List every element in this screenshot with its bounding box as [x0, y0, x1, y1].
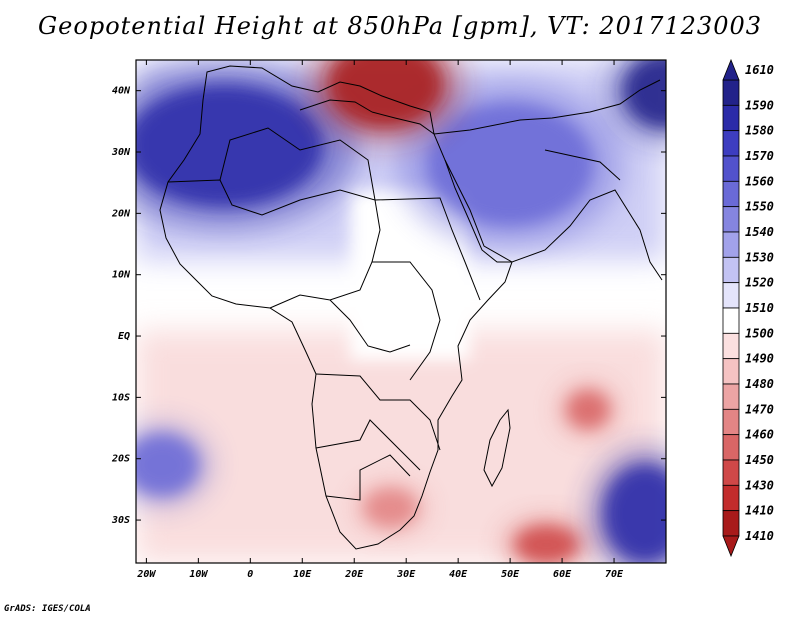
colorbar-label: 1460 — [745, 428, 774, 442]
colorbar-swatch — [722, 484, 740, 512]
colorbar: 1590 1580 1570 1560 1550 1540 1530 1520 1510 1500… — [722, 58, 774, 558]
lat-tick-label: 10S — [112, 392, 130, 403]
lat-tick-label: 10N — [112, 270, 131, 281]
colorbar-swatch — [722, 104, 740, 132]
plot-frame — [135, 59, 667, 564]
colorbar-label: 1530 — [745, 250, 774, 264]
colorbar-swatch — [722, 459, 740, 486]
colorbar-bottom-arrow — [722, 535, 740, 558]
colorbar-swatch — [722, 332, 740, 360]
colorbar-swatch — [722, 358, 740, 385]
colorbar-swatch — [722, 206, 740, 233]
high-south-atlantic — [136, 434, 199, 496]
lon-tick-label: 70E — [605, 569, 624, 580]
colorbar-label: 1470 — [745, 402, 774, 416]
low-southern-africa — [364, 489, 417, 527]
lat-tick-label: 30S — [111, 515, 130, 526]
high-arabia — [426, 102, 594, 226]
grads-credit: GrADS: IGES/COLA — [4, 604, 91, 614]
lon-tick-label: 50E — [501, 569, 520, 580]
height-features — [136, 60, 666, 563]
colorbar-label: 1500 — [745, 326, 774, 340]
coastlines — [159, 65, 663, 550]
lon-tick-label: 20W — [136, 569, 156, 580]
colorbar-label: 1550 — [745, 200, 774, 214]
chart-title: Geopotential Height at 850hPa [gpm], VT:… — [38, 12, 762, 40]
colorbar-label: 1560 — [745, 174, 774, 188]
lat-tick-label: 20N — [111, 208, 131, 219]
lat-tick-label: EQ — [118, 331, 130, 342]
low-madagascar-south — [515, 526, 578, 563]
colorbar-label: 1450 — [745, 453, 774, 467]
colorbar-swatch — [722, 383, 740, 410]
lon-tick-label: 0 — [247, 569, 253, 580]
colorbar-swatch — [722, 130, 740, 157]
low-mediterranean — [328, 60, 443, 128]
colorbar-top-arrow — [722, 58, 740, 81]
colorbar-label: 1540 — [745, 225, 774, 239]
low-indian-ocean — [567, 391, 609, 429]
high-tibet-corner — [624, 60, 666, 128]
field-layer — [136, 60, 666, 563]
colorbar-swatch — [722, 79, 740, 106]
colorbar-label: 1580 — [745, 124, 774, 138]
colorbar-swatch — [722, 307, 740, 334]
colorbar-label: 1480 — [745, 377, 774, 391]
high-north-africa — [136, 84, 324, 208]
colorbar-label: 1410 — [745, 504, 774, 518]
lat-tick-label: 30N — [111, 147, 131, 158]
lat-tick-label: 20S — [111, 454, 130, 465]
lon-tick-label: 60E — [553, 569, 572, 580]
colorbar-swatch — [722, 256, 740, 284]
colorbar-label: 1490 — [745, 352, 774, 366]
lat-tick-label: 40N — [112, 86, 131, 97]
colorbar-swatch — [722, 155, 740, 182]
colorbar-label: 1430 — [745, 478, 774, 492]
colorbar-label: 1590 — [745, 98, 774, 112]
lon-tick-label: 20E — [344, 569, 364, 580]
lon-tick-label: 10E — [293, 569, 312, 580]
colorbar-label: 1570 — [745, 149, 774, 163]
axes: 20W 10W 0 10E 20E 30E 40E 50E 60E 70E 40N 30N 20N 10N… — [111, 60, 666, 580]
colorbar-label: 1510 — [745, 301, 774, 315]
colorbar-label: 1520 — [745, 276, 774, 290]
colorbar-swatch — [722, 510, 740, 537]
colorbar-swatch — [722, 434, 740, 461]
lon-tick-label: 10W — [189, 569, 208, 580]
colorbar-swatch — [722, 408, 740, 436]
lon-tick-label: 40E — [449, 569, 468, 580]
colorbar-bottom-label: 1410 — [745, 529, 774, 543]
high-sw-indian-ocean — [603, 464, 666, 563]
colorbar-swatch — [722, 180, 740, 208]
lon-tick-label: 30E — [396, 569, 416, 580]
colorbar-top-label: 1610 — [745, 63, 774, 77]
colorbar-swatch — [722, 231, 740, 258]
colorbar-swatch — [722, 282, 740, 309]
